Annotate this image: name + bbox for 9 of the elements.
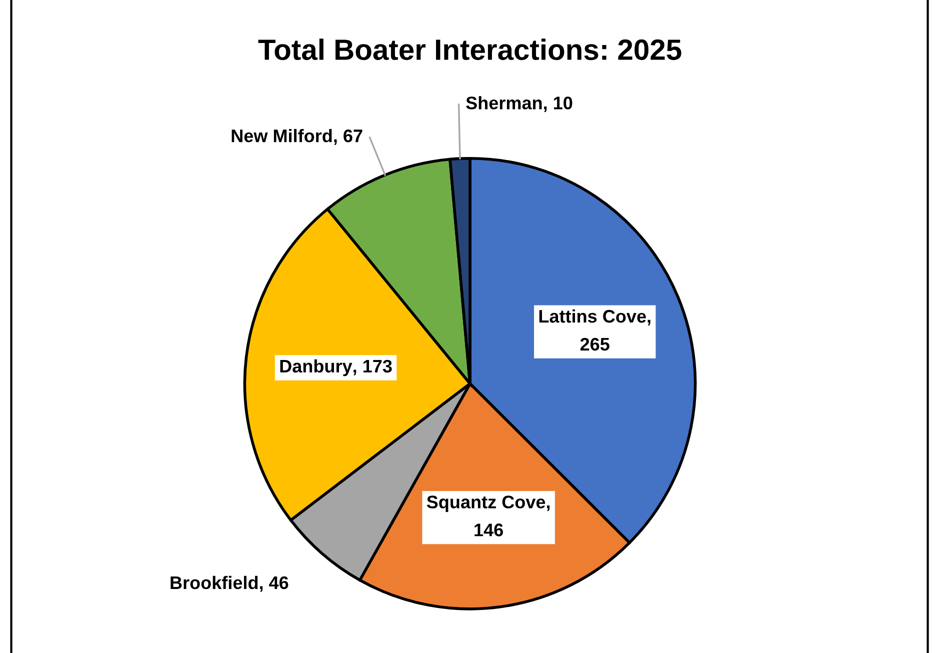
chart-title: Total Boater Interactions: 2025 [258,38,682,60]
data-label: , 173 [354,360,392,376]
data-label: , 67 [334,129,362,145]
slice-label: Sherman [466,96,542,110]
slice-label: New Milford [232,129,332,142]
slice-label: Danbury [280,359,352,376]
data-label: , 46 [260,576,288,592]
data-label: , 10 [544,96,572,112]
slice-label: Brookfield [170,576,258,590]
